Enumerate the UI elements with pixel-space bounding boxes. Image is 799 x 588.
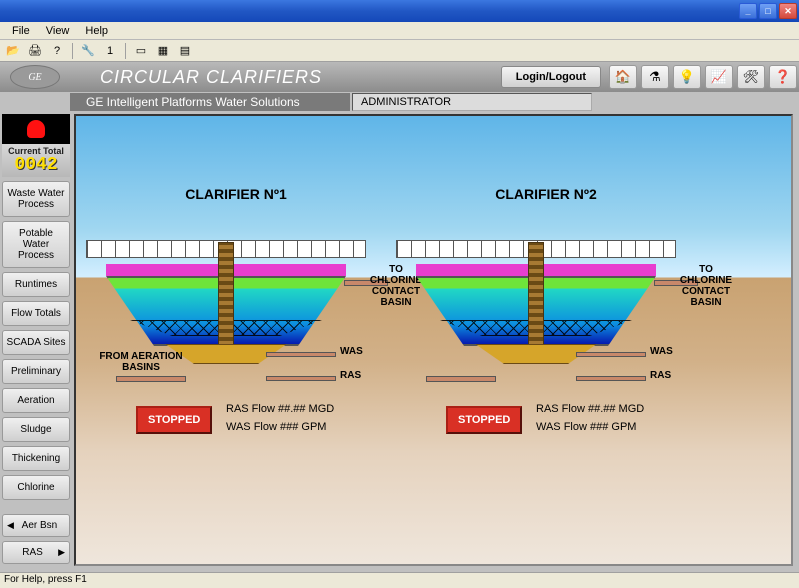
counter-box: Current Total 0042 [2, 144, 70, 177]
nav-runtimes[interactable]: Runtimes [2, 272, 70, 297]
subheader: GE Intelligent Platforms Water Solutions… [0, 92, 799, 112]
login-logout-button[interactable]: Login/Logout [501, 66, 601, 88]
app-frame: GE CIRCULAR CLARIFIERS Login/Logout 🏠 ⚗ … [0, 62, 799, 572]
out-label: TO CHLORINE CONTACT BASIN [676, 264, 736, 308]
clarifier-1-title: CLARIFIER Nº1 [86, 186, 386, 204]
menubar: File View Help [0, 22, 799, 40]
nav-fwd-label: RAS [22, 547, 43, 558]
bell-icon [27, 120, 45, 138]
separator [72, 43, 73, 59]
nav-aeration[interactable]: Aeration [2, 388, 70, 413]
ras-pipe [576, 376, 646, 381]
was-flow-2: WAS Flow ### GPM [536, 419, 644, 437]
clarifier-1: CLARIFIER Nº1 TO CHLORINE CONTACT BASIN … [86, 126, 386, 392]
ras-label: RAS [340, 370, 361, 381]
was-pipe [576, 352, 646, 357]
nav-scada-sites[interactable]: SCADA Sites [2, 330, 70, 355]
nav-preliminary[interactable]: Preliminary [2, 359, 70, 384]
status-bar: For Help, press F1 [0, 572, 799, 588]
clarifier-2-diagram[interactable] [396, 212, 686, 392]
close-button[interactable]: ✕ [779, 3, 797, 19]
maximize-button[interactable]: □ [759, 3, 777, 19]
clarifier-2-status[interactable]: STOPPED [446, 406, 522, 434]
nav-sludge[interactable]: Sludge [2, 417, 70, 442]
nav-flow-totals[interactable]: Flow Totals [2, 301, 70, 326]
user-field: ADMINISTRATOR [352, 93, 592, 111]
nav-waste-water[interactable]: Waste Water Process [2, 181, 70, 217]
pipe-icon[interactable]: ⚗ [641, 65, 669, 89]
toolbar-help-icon[interactable]: ? [48, 42, 66, 60]
was-label: WAS [650, 346, 673, 357]
nav-potable-water[interactable]: Potable Water Process [2, 221, 70, 268]
influent-pipe [116, 376, 186, 382]
nav-fwd-ras[interactable]: RAS ▶ [2, 541, 70, 564]
toolbar-view-icon[interactable]: ▭ [132, 42, 150, 60]
ras-flow-2: RAS Flow ##.## MGD [536, 401, 644, 419]
clarifier-1-status[interactable]: STOPPED [136, 406, 212, 434]
subheader-title: GE Intelligent Platforms Water Solutions [70, 93, 350, 111]
ras-flow-1: RAS Flow ##.## MGD [226, 401, 334, 419]
in-label: FROM AERATION BASINS [96, 351, 186, 373]
toolbar-grid-icon[interactable]: ▦ [154, 42, 172, 60]
was-flow-1: WAS Flow ### GPM [226, 419, 334, 437]
influent-pipe [426, 376, 496, 382]
counter-value: 0042 [2, 156, 70, 174]
ras-label: RAS [650, 370, 671, 381]
toolbar: 📂 🖨 ? 🔧 1 ▭ ▦ ▤ [0, 40, 799, 62]
window-titlebar: _ □ ✕ [0, 0, 799, 22]
menu-file[interactable]: File [4, 25, 38, 37]
nav-thickening[interactable]: Thickening [2, 446, 70, 471]
process-canvas: CLARIFIER Nº1 TO CHLORINE CONTACT BASIN … [74, 114, 793, 566]
chart-icon[interactable]: 📈 [705, 65, 733, 89]
clarifier-2-flows: RAS Flow ##.## MGD WAS Flow ### GPM [536, 401, 644, 436]
was-pipe [266, 352, 336, 357]
help-icon[interactable]: ❓ [769, 65, 797, 89]
clarifier-2: CLARIFIER Nº2 TO CHLORINE CONTACT BASIN … [396, 126, 696, 392]
brand-logo: GE [10, 65, 60, 89]
home-icon[interactable]: 🏠 [609, 65, 637, 89]
tool-icon[interactable]: 🛠 [737, 65, 765, 89]
alarm-indicator[interactable] [2, 114, 70, 144]
toolbar-open-icon[interactable]: 📂 [4, 42, 22, 60]
toolbar-num-icon[interactable]: 1 [101, 42, 119, 60]
toolbar-tile-icon[interactable]: ▤ [176, 42, 194, 60]
nav-chlorine[interactable]: Chlorine [2, 475, 70, 500]
menu-help[interactable]: Help [77, 25, 116, 37]
chevron-right-icon: ▶ [58, 548, 65, 558]
separator [125, 43, 126, 59]
clarifier-1-flows: RAS Flow ##.## MGD WAS Flow ### GPM [226, 401, 334, 436]
nav-back-aer-bsn[interactable]: ◀ Aer Bsn [2, 514, 70, 537]
clarifier-2-title: CLARIFIER Nº2 [396, 186, 696, 204]
bulb-icon[interactable]: 💡 [673, 65, 701, 89]
toolbar-print-icon[interactable]: 🖨 [26, 42, 44, 60]
chevron-left-icon: ◀ [7, 521, 14, 531]
header-band: GE CIRCULAR CLARIFIERS Login/Logout 🏠 ⚗ … [0, 62, 799, 92]
menu-view[interactable]: View [38, 25, 78, 37]
page-title: CIRCULAR CLARIFIERS [60, 67, 501, 88]
sidebar: Current Total 0042 Waste Water Process P… [2, 114, 70, 564]
toolbar-tool-icon[interactable]: 🔧 [79, 42, 97, 60]
ras-pipe [266, 376, 336, 381]
was-label: WAS [340, 346, 363, 357]
nav-back-label: Aer Bsn [22, 520, 58, 531]
minimize-button[interactable]: _ [739, 3, 757, 19]
